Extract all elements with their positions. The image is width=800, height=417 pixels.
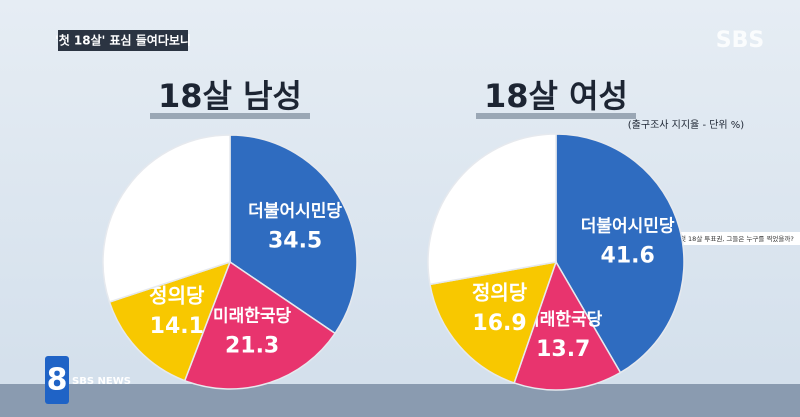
slice-value: 14.1 — [150, 314, 204, 339]
slice-value: 16.9 — [472, 311, 526, 336]
chart-title: 18살 여성 — [484, 77, 628, 115]
slice-label: 미래한국당 — [524, 310, 603, 330]
channel-box — [45, 356, 69, 404]
caption: 첫 18살 투표권, 그들은 누구를 찍었을까? — [680, 234, 794, 243]
slice-value: 41.6 — [601, 244, 655, 269]
channel-number: 8 — [47, 363, 68, 398]
header-box — [58, 30, 188, 51]
caption-box — [676, 232, 800, 245]
pie-slice — [229, 134, 358, 335]
slice-label: 미래한국당 — [213, 306, 292, 326]
slice-value: 13.7 — [536, 337, 590, 362]
slice-value: 34.5 — [268, 229, 322, 254]
slice-label: 정의당 — [472, 281, 528, 305]
pie-slice — [183, 260, 337, 390]
title-underline — [150, 113, 310, 119]
pie-slice — [102, 134, 231, 303]
pie-slice — [429, 261, 558, 384]
slice-label: 더불어시민당 — [581, 217, 675, 237]
pie-slice — [108, 260, 232, 382]
pie-slice — [513, 260, 622, 391]
header-title: '첫 18살' 표심 들여다보니 — [55, 33, 191, 48]
slice-label: 정의당 — [149, 283, 205, 307]
slice-value: 21.3 — [225, 333, 279, 358]
chart-title: 18살 남성 — [158, 77, 302, 115]
slice-label: 더불어시민당 — [248, 202, 342, 222]
floor-band — [0, 384, 800, 417]
title-underline — [476, 113, 636, 119]
logo: SBS — [716, 28, 764, 53]
channel-name: SBS NEWS — [72, 376, 131, 387]
chart-subtitle: (출구조사 지지율 - 단위 %) — [628, 118, 745, 131]
pie-slice — [555, 133, 685, 374]
pie-slice — [427, 133, 557, 286]
